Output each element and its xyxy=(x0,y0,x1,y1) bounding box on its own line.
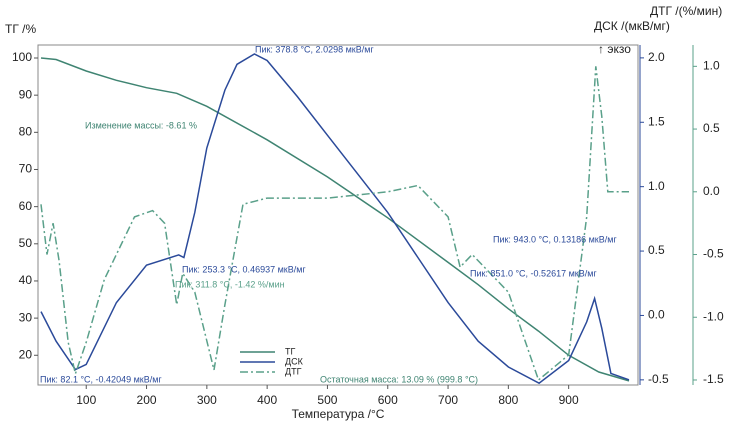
annotation: Пик: 311.8 °C, -1.42 %/мин xyxy=(175,279,285,289)
x-tick-label: 900 xyxy=(559,393,579,407)
series-line xyxy=(40,66,629,382)
x-tick-label: 700 xyxy=(438,393,458,407)
y2-tick-label: -0.5 xyxy=(648,372,669,386)
y3-axis-title: ДТГ /(%/мин) xyxy=(650,4,722,18)
x-tick-label: 300 xyxy=(197,393,217,407)
x-tick-label: 600 xyxy=(378,393,398,407)
y2-tick-label: 1.0 xyxy=(648,179,665,193)
y3-tick-label: -1.0 xyxy=(703,309,724,323)
y3-tick-label: -1.5 xyxy=(703,372,724,386)
series-line xyxy=(40,53,630,385)
x-tick-label: 500 xyxy=(317,393,337,407)
x-axis-title: Температура /°С xyxy=(292,407,385,421)
y-tick-label: 90 xyxy=(19,87,33,101)
y3-tick-label: 0.0 xyxy=(703,184,720,198)
y2-axis-title: ДСК /(мкВ/мг) xyxy=(594,19,670,33)
series-line xyxy=(40,57,630,382)
y-tick-label: 60 xyxy=(19,199,33,213)
annotation: Изменение массы: -8.61 % xyxy=(85,120,197,130)
y-tick-label: 70 xyxy=(19,162,33,176)
y2-tick-label: 2.0 xyxy=(648,50,665,64)
legend-label: ДТГ xyxy=(285,366,302,376)
y3-tick-label: -0.5 xyxy=(703,247,724,261)
y3-tick-label: 1.0 xyxy=(703,59,720,73)
exo-label: ↑ экзо xyxy=(598,42,631,56)
y-tick-label: 80 xyxy=(19,124,33,138)
plot-frame xyxy=(37,44,639,386)
legend-label: ТГ xyxy=(285,346,295,356)
x-tick-label: 100 xyxy=(76,393,96,407)
annotation: Пик: 943.0 °C, 0.13186 мкВ/мг xyxy=(493,234,617,244)
annotation: Пик: 253.3 °C, 0.46937 мкВ/мг xyxy=(182,264,306,274)
annotation: Остаточная масса: 13.09 % (999.8 °C) xyxy=(320,374,478,384)
annotation: Пик: 378.8 °C, 2.0298 мкВ/мг xyxy=(255,44,374,54)
y-tick-label: 40 xyxy=(19,273,33,287)
y2-tick-label: 0.5 xyxy=(648,243,665,257)
x-tick-label: 800 xyxy=(498,393,518,407)
y2-tick-label: 1.5 xyxy=(648,114,665,128)
x-tick-label: 200 xyxy=(137,393,157,407)
x-tick-label: 400 xyxy=(257,393,277,407)
legend-label: ДСК xyxy=(285,356,304,366)
y-tick-label: 50 xyxy=(19,236,33,250)
annotation: Пик: 82.1 °C, -0.42049 мкВ/мг xyxy=(40,374,162,384)
y-tick-label: 30 xyxy=(19,310,33,324)
y-axis-title: ТГ /% xyxy=(5,22,36,36)
y-tick-label: 100 xyxy=(12,50,32,64)
annotation: Пик: 851.0 °C, -0.52617 мкВ/мг xyxy=(470,268,597,278)
y3-tick-label: 0.5 xyxy=(703,121,720,135)
y-tick-label: 20 xyxy=(19,347,33,361)
y2-tick-label: 0.0 xyxy=(648,308,665,322)
